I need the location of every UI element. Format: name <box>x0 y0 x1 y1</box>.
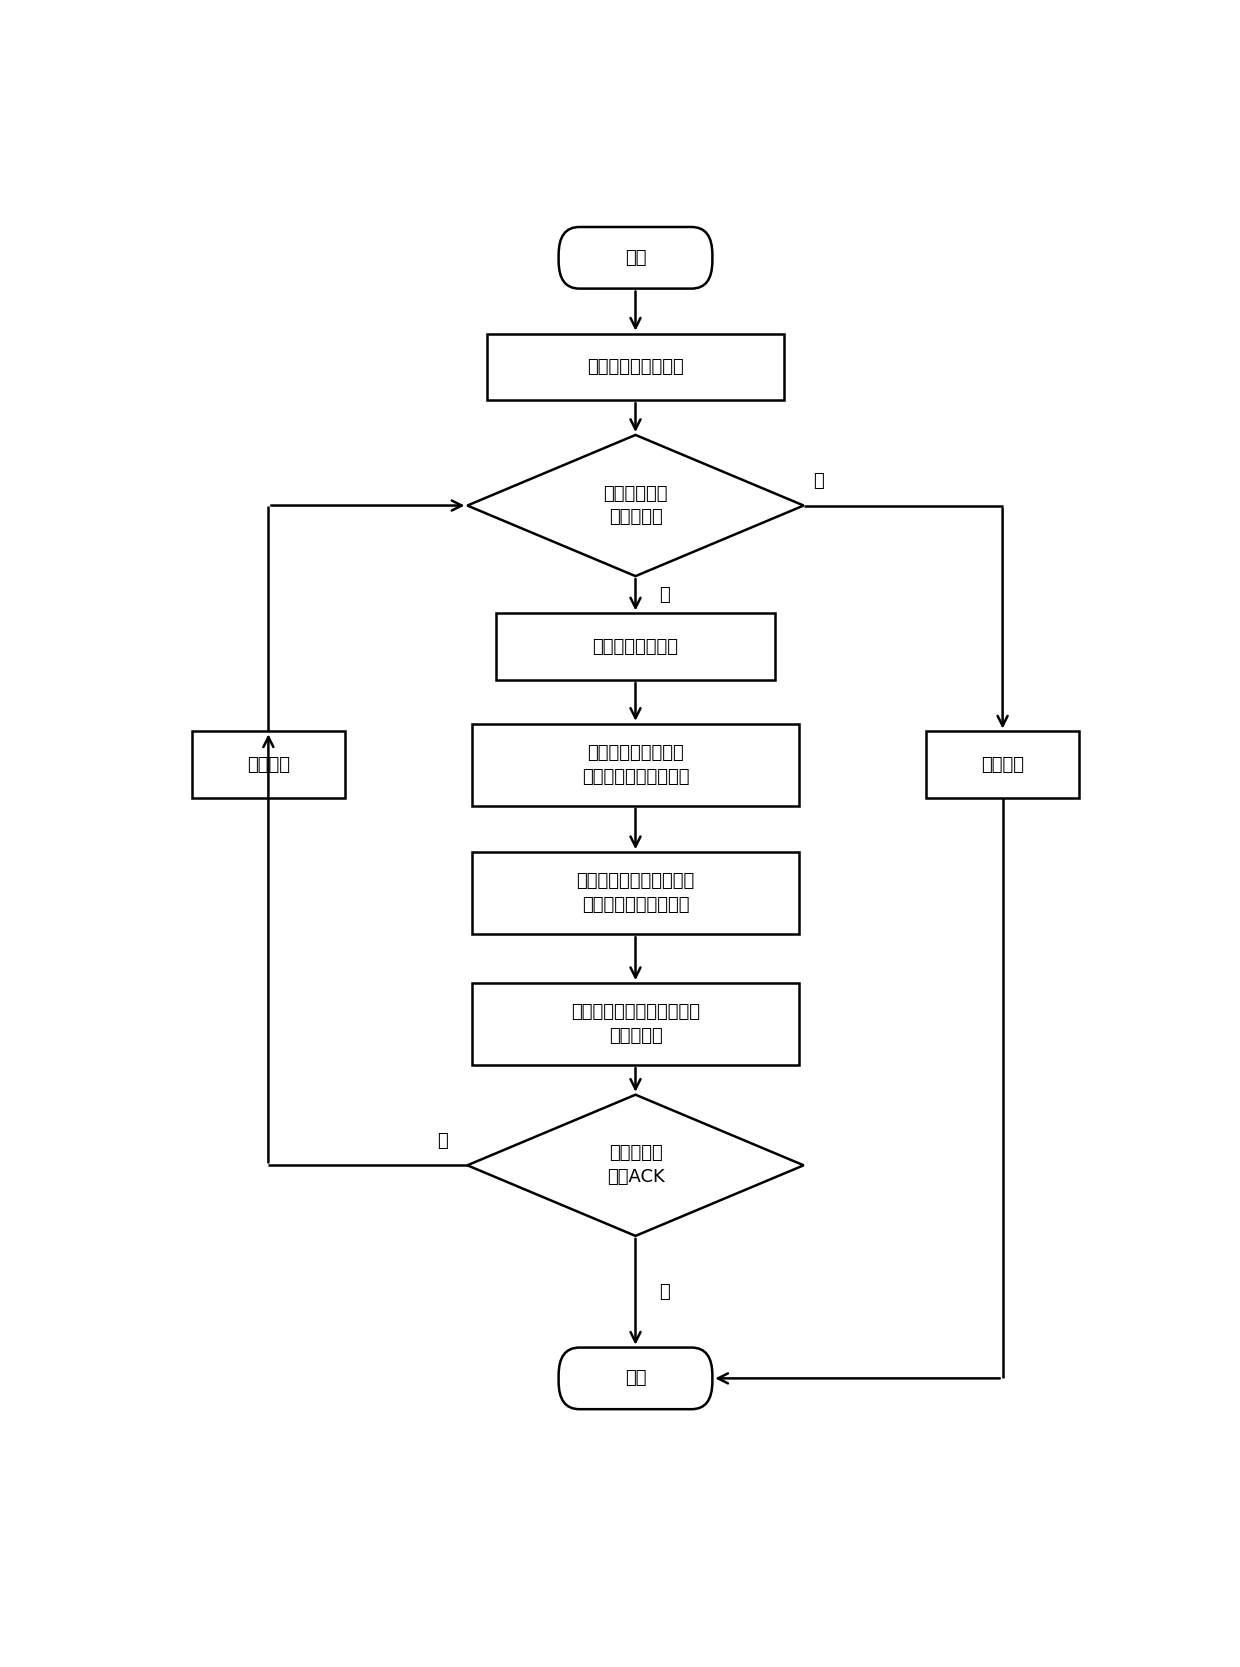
Bar <box>472 852 799 934</box>
Text: 否: 否 <box>438 1132 448 1150</box>
Text: 节点有数据需要转发: 节点有数据需要转发 <box>587 358 684 375</box>
Text: 给候选下一跳节点转发数据
以及优先级: 给候选下一跳节点转发数据 以及优先级 <box>570 1004 701 1045</box>
Text: 是: 是 <box>660 1282 671 1300</box>
Text: 是: 是 <box>813 472 825 490</box>
Text: 是否有节点
广播ACK: 是否有节点 广播ACK <box>606 1145 665 1187</box>
Text: 根据可用下一跳节点集合
选出候选下一跳节点集: 根据可用下一跳节点集合 选出候选下一跳节点集 <box>577 872 694 914</box>
Text: 邻居节点是否
有目的节点: 邻居节点是否 有目的节点 <box>603 485 668 527</box>
Text: 否: 否 <box>660 585 671 603</box>
Text: 存储数据: 存储数据 <box>247 755 290 773</box>
Text: 转发数据: 转发数据 <box>981 755 1024 773</box>
Bar <box>191 732 345 798</box>
Bar <box>472 723 799 805</box>
Bar <box>496 613 775 680</box>
Bar <box>926 732 1080 798</box>
Text: 节点收到路由应答后
选出可用下一跳节点集: 节点收到路由应答后 选出可用下一跳节点集 <box>582 743 689 785</box>
Bar <box>472 984 799 1065</box>
Text: 开始: 开始 <box>625 248 646 267</box>
Text: 结束: 结束 <box>625 1369 646 1387</box>
Text: 节点广播路由请求: 节点广播路由请求 <box>593 638 678 655</box>
Bar <box>486 333 785 400</box>
